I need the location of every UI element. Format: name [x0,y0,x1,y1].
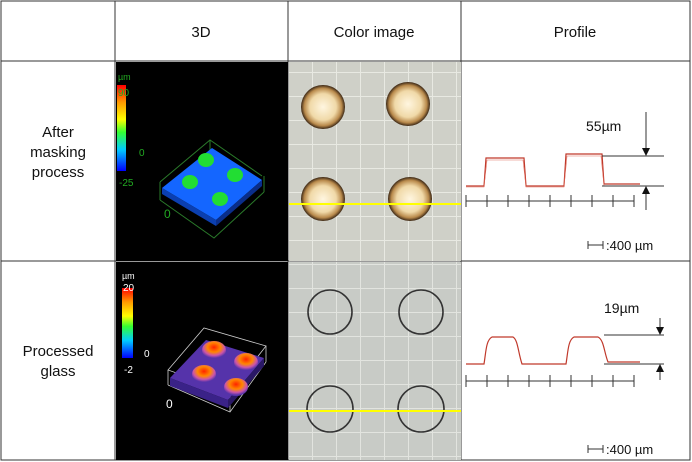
svg-text:Processed: Processed [23,343,94,360]
3d-render-processed-glass: µm 20 0 -2 0 [116,262,288,460]
scale-bar-label: :400 µm [606,238,653,253]
axis-zero-label: 0 [166,397,173,411]
scale-max-label: 90 [118,88,130,99]
row-label-processed-glass: Processed glass [23,343,94,380]
row-label-after-masking: After masking process [30,124,86,181]
svg-text:process: process [32,164,85,181]
color-image-processed-glass [289,262,461,460]
svg-text:glass: glass [40,363,75,380]
scale-bar-label: :400 µm [606,442,653,457]
axis-zero-label: 0 [164,207,171,221]
scale-max-label: 20 [123,283,135,294]
profile-after-masking: 55µm :400 µm [465,112,664,253]
svg-text:masking: masking [30,144,86,161]
scale-unit-label: µm [118,72,131,82]
scale-mid-label: 0 [144,349,150,360]
header-color-image: Color image [334,24,415,41]
profile-height-label: 55µm [586,118,621,134]
svg-text:After: After [42,124,74,141]
3d-render-after-masking: µm 90 0 -25 0 [116,62,288,261]
scale-mid-label: 0 [139,148,145,159]
color-image-after-masking [289,62,461,261]
header-profile: Profile [554,24,597,41]
header-3d: 3D [191,24,210,41]
scale-min-label: -25 [119,178,134,189]
scale-unit-label: µm [122,271,135,281]
profile-height-label: 19µm [604,300,639,316]
scale-min-label: -2 [124,365,133,376]
profile-processed-glass: 19µm :400 µm [465,300,664,457]
